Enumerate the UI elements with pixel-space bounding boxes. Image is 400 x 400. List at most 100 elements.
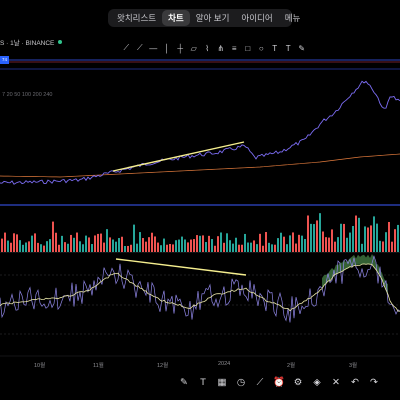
oscillator-trendline[interactable] — [115, 258, 247, 276]
alert-add-icon[interactable]: ⏰ — [273, 376, 285, 388]
volume-bar — [328, 237, 330, 252]
volume-bar — [352, 225, 354, 252]
volume-bar — [244, 233, 246, 252]
volume-bar — [361, 243, 363, 252]
tab-watchlist[interactable]: 왓치리스트 — [117, 13, 157, 23]
volume-bar — [94, 235, 96, 252]
volume-bar — [229, 240, 231, 252]
volume-bar — [124, 245, 126, 252]
volume-bar — [217, 236, 219, 252]
volume-bar — [268, 242, 270, 252]
measure-icon[interactable]: ▦ — [217, 376, 227, 388]
horizontal-line-tool-icon[interactable]: — — [149, 43, 158, 53]
volume-bar — [223, 242, 225, 252]
volume-bar — [214, 245, 216, 252]
volume-bar — [271, 244, 273, 252]
trend-line-icon[interactable]: ⟋ — [256, 376, 264, 388]
price-scale-tag: 74 — [0, 56, 9, 64]
volume-bar — [136, 243, 138, 252]
brush-icon[interactable]: ✎ — [180, 376, 188, 388]
delete-icon[interactable]: ✕ — [332, 376, 340, 388]
volume-bar — [316, 220, 318, 252]
volume-bar — [79, 241, 81, 252]
volume-bar — [370, 225, 372, 252]
volume-bar — [304, 239, 306, 252]
volume-bar — [184, 239, 186, 252]
volume-bars — [1, 213, 399, 252]
volume-bar — [379, 240, 381, 252]
volume-bar — [133, 224, 135, 252]
tab-ideas[interactable]: 아이디어 — [241, 13, 273, 23]
volume-bar — [196, 235, 198, 252]
brush-tool-icon[interactable]: ✎ — [298, 43, 306, 53]
volume-bar — [28, 241, 30, 252]
tab-explore[interactable]: 알아 보기 — [195, 13, 230, 23]
volume-bar — [40, 244, 42, 252]
vertical-line-tool-icon[interactable]: │ — [164, 43, 170, 53]
text-icon[interactable]: T — [200, 376, 206, 388]
volume-bar — [31, 235, 33, 252]
volume-bar — [70, 234, 72, 252]
timer-icon[interactable]: ◷ — [236, 376, 246, 388]
volume-bar — [208, 235, 210, 252]
fib-retracement-tool-icon[interactable]: ≡ — [231, 43, 237, 53]
tab-chart[interactable]: 차트 — [162, 10, 190, 26]
volume-bar — [181, 236, 183, 252]
volume-bar — [178, 239, 180, 252]
layers-icon[interactable]: ◈ — [313, 376, 321, 388]
volume-bar — [106, 229, 108, 252]
volume-bar — [280, 232, 282, 252]
volume-bar — [16, 234, 18, 252]
volume-bar — [115, 241, 117, 252]
volume-bar — [4, 232, 6, 252]
oscillator-fast-line — [0, 255, 400, 323]
pitchfork-tool-icon[interactable]: ⋔ — [217, 43, 225, 53]
volume-bar — [7, 240, 9, 252]
volume-bar — [169, 243, 171, 252]
volume-bar — [1, 238, 3, 252]
volume-bar — [211, 239, 213, 252]
x-axis-label-oct: 10월 — [34, 363, 46, 369]
volume-bar — [322, 231, 324, 252]
volume-bar — [58, 244, 60, 252]
symbol-info[interactable]: S · 1날 · BINANCE — [0, 37, 63, 47]
volume-bar — [61, 235, 63, 252]
path-tool-icon[interactable]: T — [285, 43, 291, 53]
volume-bar — [391, 241, 393, 252]
volume-bar — [76, 232, 78, 252]
ray-tool-icon[interactable]: ⟋ — [136, 43, 143, 52]
volume-bar — [295, 243, 297, 252]
volume-bar — [355, 215, 357, 252]
volume-bar — [349, 232, 351, 252]
volume-bar — [154, 236, 156, 252]
x-axis-label-2024: 2024 — [218, 361, 231, 367]
parallel-channel-tool-icon[interactable]: ▱ — [190, 43, 197, 53]
redo-icon[interactable]: ↷ — [370, 376, 378, 388]
price-trendline[interactable] — [112, 141, 245, 172]
volume-bar — [247, 242, 249, 252]
volume-bar — [385, 232, 387, 252]
ellipse-tool-icon[interactable]: ○ — [258, 43, 264, 53]
volume-bar — [286, 244, 288, 252]
line-tool-icon[interactable]: ⟋ — [123, 43, 130, 52]
volume-bar — [112, 239, 114, 252]
undo-icon[interactable]: ↶ — [351, 376, 359, 388]
text-tool-icon[interactable]: T — [272, 43, 278, 53]
volume-bar — [283, 236, 285, 252]
volume-bar — [25, 242, 27, 252]
volume-bar — [151, 232, 153, 252]
zigzag-tool-icon[interactable]: ⌇ — [205, 43, 210, 53]
volume-bar — [277, 238, 279, 252]
tab-menu[interactable]: 메뉴 — [284, 13, 301, 23]
volume-bar — [253, 240, 255, 252]
symbol-label: S · 1날 · BINANCE — [0, 40, 55, 47]
rectangle-tool-icon[interactable]: □ — [245, 43, 251, 53]
volume-bar — [241, 244, 243, 252]
settings-icon[interactable]: ⚙ — [293, 376, 303, 388]
volume-bar — [397, 224, 399, 252]
volume-bar — [307, 215, 309, 252]
volume-bar — [22, 244, 24, 252]
oscillator-slow-line — [0, 263, 400, 312]
crossline-tool-icon[interactable]: ┼ — [177, 43, 184, 53]
